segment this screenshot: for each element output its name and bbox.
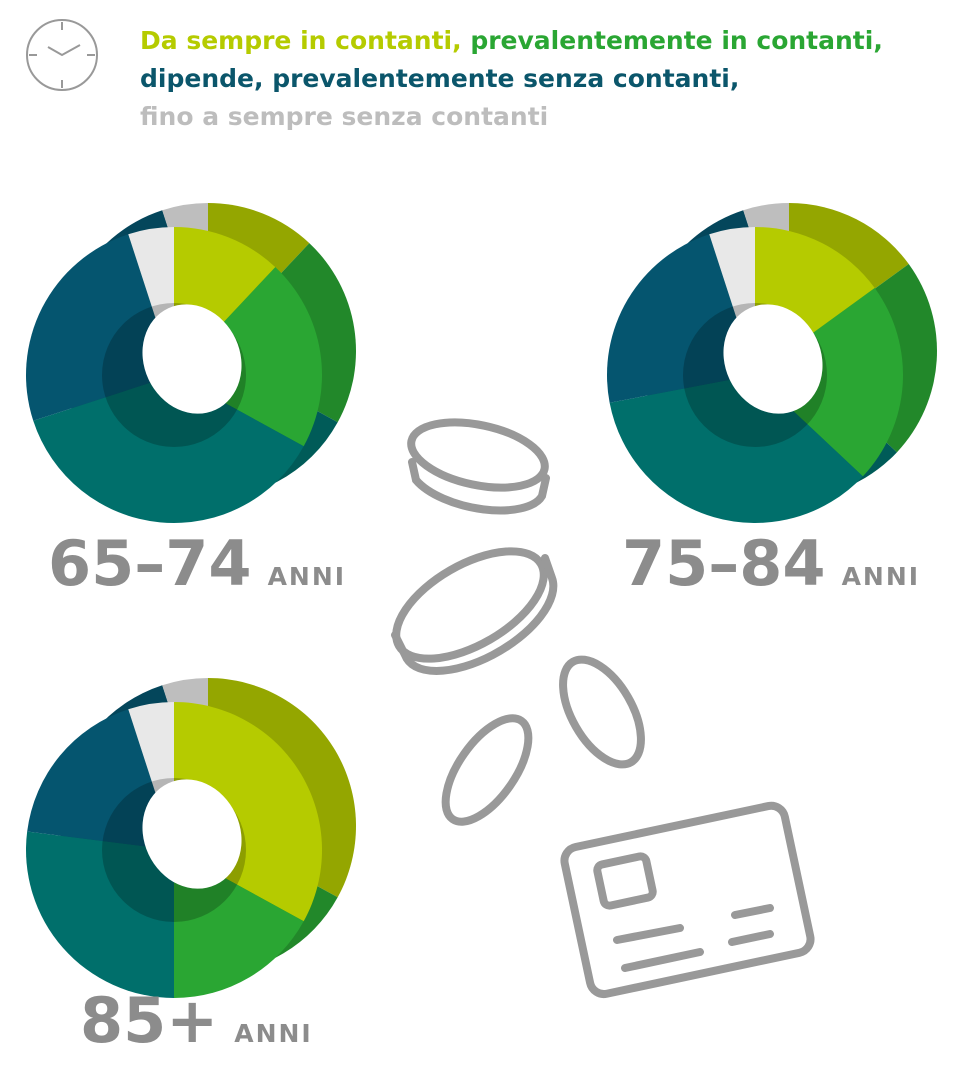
- donut: [607, 203, 937, 523]
- donut: [26, 203, 356, 523]
- age-label: 85+: [80, 984, 218, 1057]
- age-unit: ANNI: [268, 562, 347, 591]
- page: Da sempre in contanti, prevalentemente i…: [0, 0, 969, 1080]
- clock-icon: [27, 20, 97, 90]
- age-label: 75–84: [622, 527, 826, 600]
- chart: 65–74 ANNI 75–84 ANNI 85+ ANNI: [0, 0, 969, 1080]
- age-unit: ANNI: [234, 1019, 313, 1048]
- age-label: 65–74: [48, 527, 252, 600]
- age-unit: ANNI: [842, 562, 921, 591]
- donut: [26, 678, 356, 998]
